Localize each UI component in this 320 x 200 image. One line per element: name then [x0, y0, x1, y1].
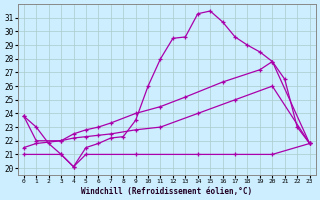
X-axis label: Windchill (Refroidissement éolien,°C): Windchill (Refroidissement éolien,°C) [81, 187, 252, 196]
